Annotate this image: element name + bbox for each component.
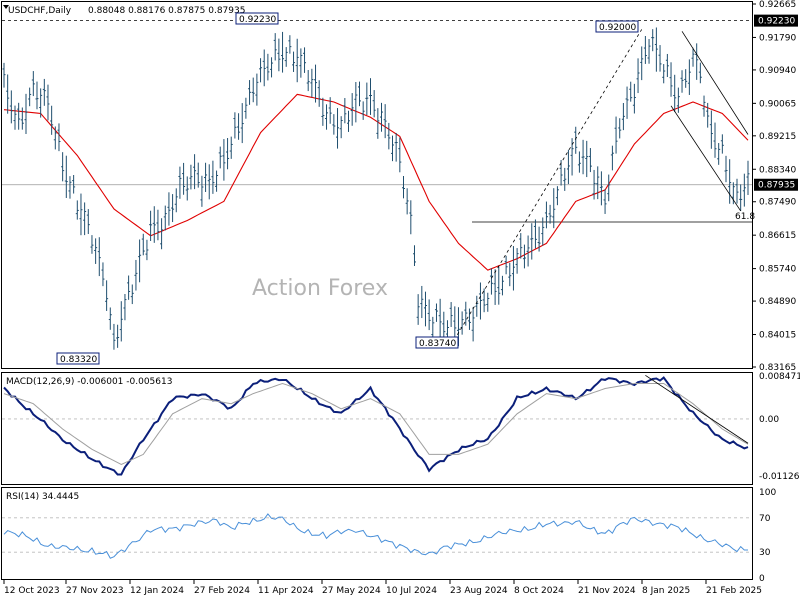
price-tick-label: 0.86615 bbox=[759, 231, 796, 241]
current-price-tag-label: 0.87935 bbox=[758, 181, 795, 191]
rsi-tick-label: 30 bbox=[759, 548, 771, 558]
time-tick-label: 11 Apr 2024 bbox=[258, 586, 314, 596]
time-tick-label: 21 Nov 2024 bbox=[578, 586, 636, 596]
price-annotations: 0.92230 0.83320 0.83740 0.92000 bbox=[56, 12, 639, 365]
macd-signal-line bbox=[3, 382, 749, 466]
price-tick-label: 0.88340 bbox=[759, 165, 796, 175]
rsi-title: RSI(14) 34.4445 bbox=[6, 492, 79, 502]
time-tick-label: 21 Feb 2025 bbox=[706, 586, 762, 596]
macd-tick-label: 0.008471 bbox=[759, 372, 800, 382]
rsi-panel-frame bbox=[1, 487, 753, 580]
time-tick-label: 23 Aug 2024 bbox=[450, 586, 508, 596]
chart-ohlc: 0.88048 0.88176 0.87875 0.87935 bbox=[88, 6, 245, 16]
time-tick-label: 10 Jul 2024 bbox=[386, 586, 437, 596]
channel-upper bbox=[681, 31, 749, 135]
macd-main-line bbox=[3, 376, 749, 476]
rsi-tick-label: 70 bbox=[759, 514, 771, 524]
time-tick-label: 12 Jan 2024 bbox=[130, 586, 184, 596]
price-label-box bbox=[56, 352, 100, 365]
price-label: 0.92230 bbox=[239, 15, 276, 25]
resistance-tag bbox=[754, 14, 798, 27]
resistance-tag-label: 0.92230 bbox=[758, 17, 795, 27]
current-price-tag bbox=[754, 178, 798, 191]
time-tick-label: 27 Feb 2024 bbox=[194, 586, 250, 596]
watermark: Action Forex bbox=[252, 276, 388, 301]
moving-average-line bbox=[3, 93, 749, 271]
rsi-lines bbox=[2, 513, 752, 559]
time-axis: 12 Oct 2023 27 Nov 2023 12 Jan 2024 27 Feb … bbox=[3, 580, 762, 596]
trendlines bbox=[450, 29, 749, 346]
macd-tick-label: -0.011265 bbox=[759, 472, 800, 482]
macd-title: MACD(12,26,9) -0.006001 -0.005613 bbox=[6, 377, 172, 387]
up-trendline bbox=[450, 29, 643, 346]
price-tick-label: 0.83165 bbox=[759, 363, 796, 373]
price-tick-label: 0.90065 bbox=[759, 99, 796, 109]
time-tick-label: 27 Nov 2023 bbox=[66, 586, 124, 596]
price-tick-label: 0.84015 bbox=[759, 331, 796, 341]
price-tick-label: 0.89215 bbox=[759, 132, 796, 142]
price-axis: 0.92665 0.91790 0.90940 0.90065 0.89215 0.883… bbox=[752, 0, 798, 373]
chart-symbol: USDCHF,Daily bbox=[8, 6, 72, 16]
macd-panel-frame bbox=[1, 372, 753, 485]
rsi-axis: 100 70 30 0 bbox=[759, 488, 776, 584]
time-tick-label: 8 Jan 2025 bbox=[642, 586, 690, 596]
rsi-tick-label: 100 bbox=[759, 488, 776, 498]
price-tick-label: 0.91790 bbox=[759, 33, 796, 43]
price-tick-label: 0.87490 bbox=[759, 198, 796, 208]
channel-lower bbox=[670, 105, 742, 212]
macd-trendline bbox=[645, 375, 749, 444]
fib-label: 61.8 bbox=[735, 212, 755, 222]
ma-line bbox=[3, 93, 749, 271]
time-tick-label: 27 May 2024 bbox=[322, 586, 381, 596]
time-tick-label: 8 Oct 2024 bbox=[514, 586, 564, 596]
price-panel-frame bbox=[1, 1, 753, 369]
price-tick-label: 0.85740 bbox=[759, 265, 796, 275]
rsi-tick-label: 0 bbox=[759, 574, 765, 584]
price-tick-label: 0.90940 bbox=[759, 66, 796, 76]
macd-axis: 0.008471 0.00 -0.011265 bbox=[759, 372, 800, 482]
macd-tick-label: 0.00 bbox=[759, 415, 779, 425]
collapse-arrow-icon[interactable] bbox=[3, 5, 9, 9]
macd-lines bbox=[2, 375, 752, 476]
price-label: 0.83320 bbox=[60, 355, 97, 365]
price-label: 0.92000 bbox=[599, 23, 636, 33]
price-label-box bbox=[235, 12, 279, 25]
price-tick-label: 0.92665 bbox=[759, 0, 796, 10]
price-tick-label: 0.84890 bbox=[759, 297, 796, 307]
price-label-box bbox=[595, 20, 639, 33]
price-label: 0.83740 bbox=[419, 339, 456, 349]
price-label-box bbox=[415, 336, 459, 349]
rsi-line bbox=[3, 513, 748, 559]
time-tick-label: 12 Oct 2023 bbox=[4, 586, 60, 596]
